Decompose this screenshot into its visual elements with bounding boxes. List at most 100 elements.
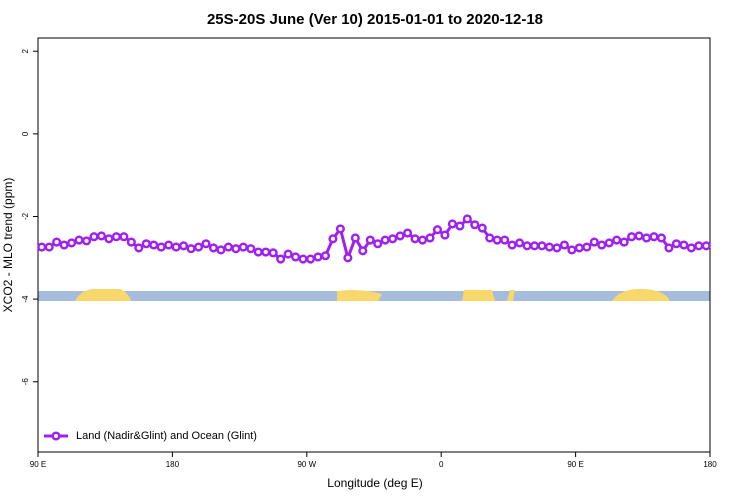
data-point	[589, 237, 599, 247]
data-point	[537, 241, 547, 251]
data-point	[574, 243, 584, 253]
data-point	[320, 251, 331, 261]
data-point	[179, 241, 189, 251]
data-point	[567, 245, 577, 255]
data-point	[701, 241, 711, 251]
data-point	[417, 235, 428, 245]
data-point	[44, 242, 54, 252]
y-tick-label: 2	[21, 48, 30, 53]
data-point	[395, 231, 405, 241]
data-point	[365, 235, 375, 245]
data-point	[328, 234, 338, 244]
data-point	[410, 234, 420, 244]
data-point	[253, 247, 263, 257]
data-point	[559, 240, 569, 250]
data-point	[305, 254, 316, 264]
data-point	[89, 232, 99, 242]
data-point	[261, 247, 271, 257]
y-tick-label: 0	[21, 131, 30, 136]
data-point	[37, 242, 47, 252]
data-point	[298, 254, 308, 264]
data-point	[656, 233, 667, 243]
data-point	[470, 220, 480, 230]
data-point	[59, 240, 69, 250]
y-axis-label: XCO2 - MLO trend (ppm)	[1, 178, 15, 313]
data-point	[164, 240, 174, 250]
data-point	[604, 238, 614, 248]
data-point	[283, 249, 293, 259]
legend-marker	[51, 431, 61, 441]
data-point	[216, 245, 226, 255]
data-point	[507, 240, 517, 250]
data-point	[515, 238, 525, 248]
data-point	[686, 243, 696, 253]
data-point	[582, 242, 592, 252]
data-point	[552, 243, 562, 253]
data-point	[335, 224, 345, 234]
data-point	[462, 214, 472, 224]
data-point	[679, 240, 689, 250]
land-ocean-band	[38, 289, 710, 301]
data-point	[343, 253, 353, 263]
data-point	[358, 246, 368, 256]
data-point	[403, 228, 413, 238]
data-point	[231, 244, 241, 254]
x-tick-label: 90 E	[567, 460, 583, 469]
data-point	[246, 244, 256, 254]
y-tick-label: -6	[21, 378, 30, 386]
data-point	[380, 235, 390, 245]
data-point	[477, 223, 487, 233]
y-tick-label: -4	[21, 295, 30, 303]
data-point	[52, 237, 62, 247]
data-point	[81, 236, 92, 246]
data-point	[111, 232, 121, 242]
data-point	[238, 242, 248, 252]
data-point	[440, 230, 450, 240]
x-tick-label: 0	[439, 460, 444, 469]
data-point	[186, 244, 196, 254]
data-point	[529, 241, 540, 251]
data-point	[447, 219, 457, 229]
data-point	[671, 239, 681, 249]
data-point	[67, 238, 77, 248]
data-point	[276, 254, 286, 264]
data-point	[193, 242, 204, 252]
data-point	[500, 235, 510, 245]
x-tick-label: 180	[166, 460, 180, 469]
data-point	[149, 240, 159, 250]
y-tick-label: -2	[21, 212, 30, 220]
x-axis-label: Longitude (deg E)	[327, 476, 422, 490]
data-point	[373, 239, 383, 249]
data-point	[612, 235, 622, 245]
data-point	[134, 243, 144, 253]
data-point	[156, 242, 166, 252]
legend-label: Land (Nadir&Glint) and Ocean (Glint)	[76, 430, 257, 442]
data-point	[96, 231, 107, 241]
data-point	[649, 232, 659, 242]
data-point	[641, 233, 652, 243]
chart-title: 25S-20S June (Ver 10) 2015-01-01 to 2020…	[207, 11, 543, 28]
data-point	[119, 232, 129, 242]
data-point	[485, 233, 495, 243]
data-point	[126, 237, 136, 247]
data-point	[544, 242, 555, 252]
data-point	[208, 243, 219, 253]
data-point	[313, 252, 323, 262]
data-point	[492, 235, 502, 245]
data-point	[455, 221, 465, 231]
x-tick-label: 180	[703, 460, 717, 469]
data-point	[522, 241, 532, 251]
data-point	[597, 240, 607, 250]
data-point	[268, 248, 278, 258]
data-point	[694, 241, 704, 251]
x-tick-label: 90 E	[30, 460, 46, 469]
data-point	[664, 243, 674, 253]
x-tick-label: 90 W	[297, 460, 316, 469]
data-point	[388, 234, 398, 244]
data-point	[201, 239, 211, 249]
data-point	[350, 233, 360, 243]
data-point	[104, 234, 114, 244]
data-point	[223, 242, 233, 252]
data-point	[627, 232, 637, 242]
